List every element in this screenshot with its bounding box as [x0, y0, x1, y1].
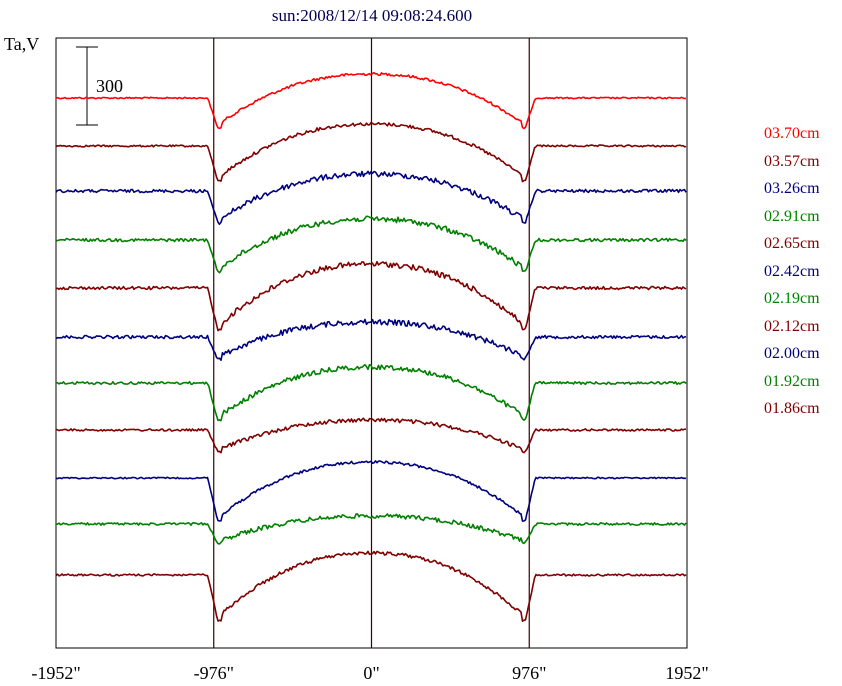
legend: 03.70cm 03.57cm 03.26cm 02.91cm 02.65cm 02.42…: [764, 120, 820, 423]
x-tick-label-0: -1952": [31, 663, 80, 683]
series-line-03.57cm: [55, 121, 687, 183]
legend-item: 02.65cm: [764, 235, 820, 252]
series-line-03.70cm: [55, 72, 687, 130]
series-line-02.65cm: [55, 260, 687, 332]
x-tick-label-3: 976": [512, 663, 546, 683]
x-tick-label-1: -976": [194, 663, 234, 683]
series-line-03.26cm: [55, 170, 687, 225]
series-line-01.86cm: [55, 550, 687, 623]
scale-bar: 300: [76, 46, 123, 126]
legend-item: 02.42cm: [764, 262, 820, 280]
legend-item: 03.26cm: [764, 180, 820, 197]
series-line-02.12cm: [55, 417, 686, 454]
legend-item: 02.00cm: [764, 345, 820, 362]
series-line-02.91cm: [55, 215, 687, 274]
y-axis-label: Ta,V: [4, 34, 39, 54]
legend-item: 01.92cm: [764, 372, 820, 390]
legend-item: 03.70cm: [764, 125, 820, 142]
series-line-02.19cm: [55, 363, 687, 422]
x-tick-label-2: 0": [363, 663, 379, 683]
legend-item: 02.91cm: [764, 207, 820, 225]
legend-item: 03.57cm: [764, 152, 820, 170]
scale-bar-label: 300: [96, 76, 123, 96]
legend-item: 01.86cm: [764, 400, 820, 417]
legend-item: 02.12cm: [764, 317, 820, 335]
series-line-01.92cm: [56, 513, 687, 545]
legend-item: 02.19cm: [764, 290, 820, 307]
x-tick-label-4: 1952": [665, 663, 708, 683]
chart-title: sun:2008/12/14 09:08:24.600: [272, 6, 472, 25]
series-line-02.42cm: [55, 318, 687, 362]
series-line-02.00cm: [55, 460, 687, 522]
